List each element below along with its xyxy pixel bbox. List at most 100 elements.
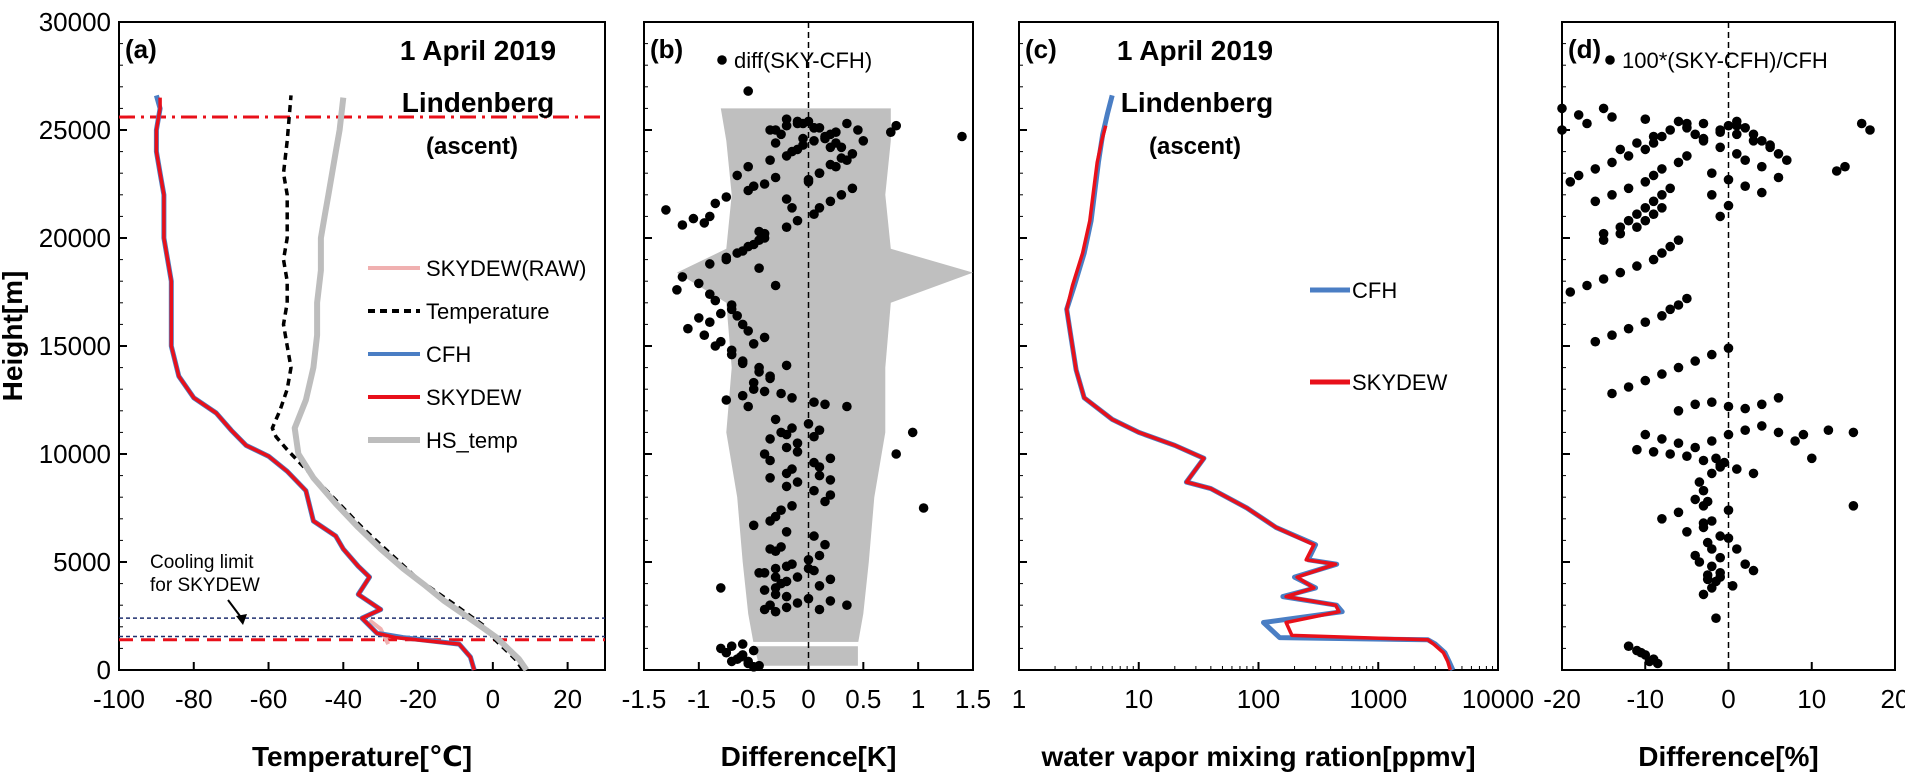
legend-label: HS_temp xyxy=(426,428,518,453)
data-point xyxy=(1757,421,1767,431)
data-point xyxy=(918,503,929,513)
data-point xyxy=(705,317,715,328)
data-point xyxy=(770,138,781,148)
x-tick-label: 1 xyxy=(1012,684,1026,714)
data-point xyxy=(1665,304,1675,315)
x-tick-label: 10000 xyxy=(1462,684,1534,714)
data-point xyxy=(699,218,710,228)
data-point xyxy=(1623,183,1634,194)
data-point xyxy=(705,259,715,269)
data-point xyxy=(737,319,748,330)
data-point xyxy=(1648,209,1659,219)
data-point xyxy=(1590,196,1601,207)
panel-a: 0 5000 10000 15000 20000 25000 30000 Height[m] -… xyxy=(0,7,606,772)
x-tick-label: 0 xyxy=(486,684,500,714)
data-point xyxy=(1673,157,1684,168)
data-point xyxy=(842,118,852,129)
data-point xyxy=(732,170,742,181)
data-point xyxy=(1698,589,1709,600)
data-point xyxy=(1723,429,1734,440)
data-point xyxy=(1607,190,1617,200)
data-point xyxy=(1607,330,1617,341)
data-point xyxy=(1723,200,1734,211)
data-point xyxy=(770,414,781,425)
data-point xyxy=(1740,425,1750,436)
data-point xyxy=(754,235,764,245)
data-point xyxy=(825,596,836,606)
data-point xyxy=(1707,561,1717,572)
data-point xyxy=(1715,531,1725,541)
data-point xyxy=(1707,397,1717,408)
data-point xyxy=(1640,317,1651,328)
chart-title: diff(SKY-CFH) xyxy=(734,48,872,73)
data-point xyxy=(1623,323,1634,334)
data-point xyxy=(1773,172,1784,183)
data-point xyxy=(803,177,814,187)
data-point xyxy=(759,386,770,397)
data-point xyxy=(809,136,819,146)
data-point xyxy=(886,127,896,137)
data-point xyxy=(814,550,825,561)
data-point xyxy=(1707,349,1717,360)
data-point xyxy=(770,125,781,135)
data-point xyxy=(735,652,746,662)
data-point xyxy=(1757,399,1767,410)
data-point xyxy=(1590,336,1601,347)
data-point xyxy=(694,313,704,323)
data-point xyxy=(957,131,967,142)
panel-letter: (d) xyxy=(1568,34,1601,64)
data-point xyxy=(1682,293,1692,304)
data-point xyxy=(726,656,737,667)
data-point xyxy=(759,228,770,239)
data-point xyxy=(1598,235,1609,245)
data-point xyxy=(1757,136,1767,146)
data-point xyxy=(1694,477,1705,487)
legend-label: SKYDEW xyxy=(426,385,522,410)
x-axis-label: Temperature[℃] xyxy=(252,741,472,772)
data-point xyxy=(1727,581,1738,591)
data-point xyxy=(732,248,742,258)
difference-band xyxy=(676,108,973,666)
panel-c: 1 10 100 1000 10000 water vapor mixing ration… xyxy=(1012,21,1534,772)
y-tick-label: 10000 xyxy=(39,439,111,469)
data-point xyxy=(891,449,901,459)
legend-label: SKYDEW xyxy=(1352,370,1448,395)
data-point xyxy=(1702,574,1713,585)
x-tick-label: 0 xyxy=(1721,684,1735,714)
data-point xyxy=(1798,429,1809,440)
data-point xyxy=(814,470,825,481)
data-point xyxy=(792,447,803,457)
x-axis-label: Difference[%] xyxy=(1638,741,1818,772)
data-point xyxy=(820,399,830,410)
data-point xyxy=(1748,468,1759,479)
data-point xyxy=(1557,103,1567,114)
data-point xyxy=(1590,164,1601,174)
data-point xyxy=(1698,136,1709,146)
data-point xyxy=(1707,468,1717,479)
data-point xyxy=(1682,151,1692,161)
data-point xyxy=(792,572,803,582)
data-point xyxy=(748,520,759,531)
data-point xyxy=(1690,494,1700,505)
data-point xyxy=(1644,656,1655,667)
data-point xyxy=(1673,362,1684,373)
data-point xyxy=(737,639,748,649)
data-point xyxy=(1715,568,1725,578)
data-point xyxy=(743,241,753,252)
data-point xyxy=(765,473,775,483)
annotation-arrowhead xyxy=(236,614,247,625)
y-axis-label: Height[m] xyxy=(0,271,28,402)
data-point xyxy=(759,568,770,578)
data-point xyxy=(776,505,786,515)
chart-title: 100*(SKY-CFH)/CFH xyxy=(1622,48,1828,73)
data-point xyxy=(820,496,830,507)
data-point xyxy=(748,645,759,656)
data-point xyxy=(853,125,863,135)
data-point xyxy=(1694,557,1705,567)
data-point xyxy=(781,442,792,453)
data-point xyxy=(726,349,737,360)
data-point xyxy=(1648,447,1659,457)
data-point xyxy=(1607,112,1617,122)
data-point xyxy=(1640,375,1651,386)
data-point xyxy=(1682,451,1692,462)
